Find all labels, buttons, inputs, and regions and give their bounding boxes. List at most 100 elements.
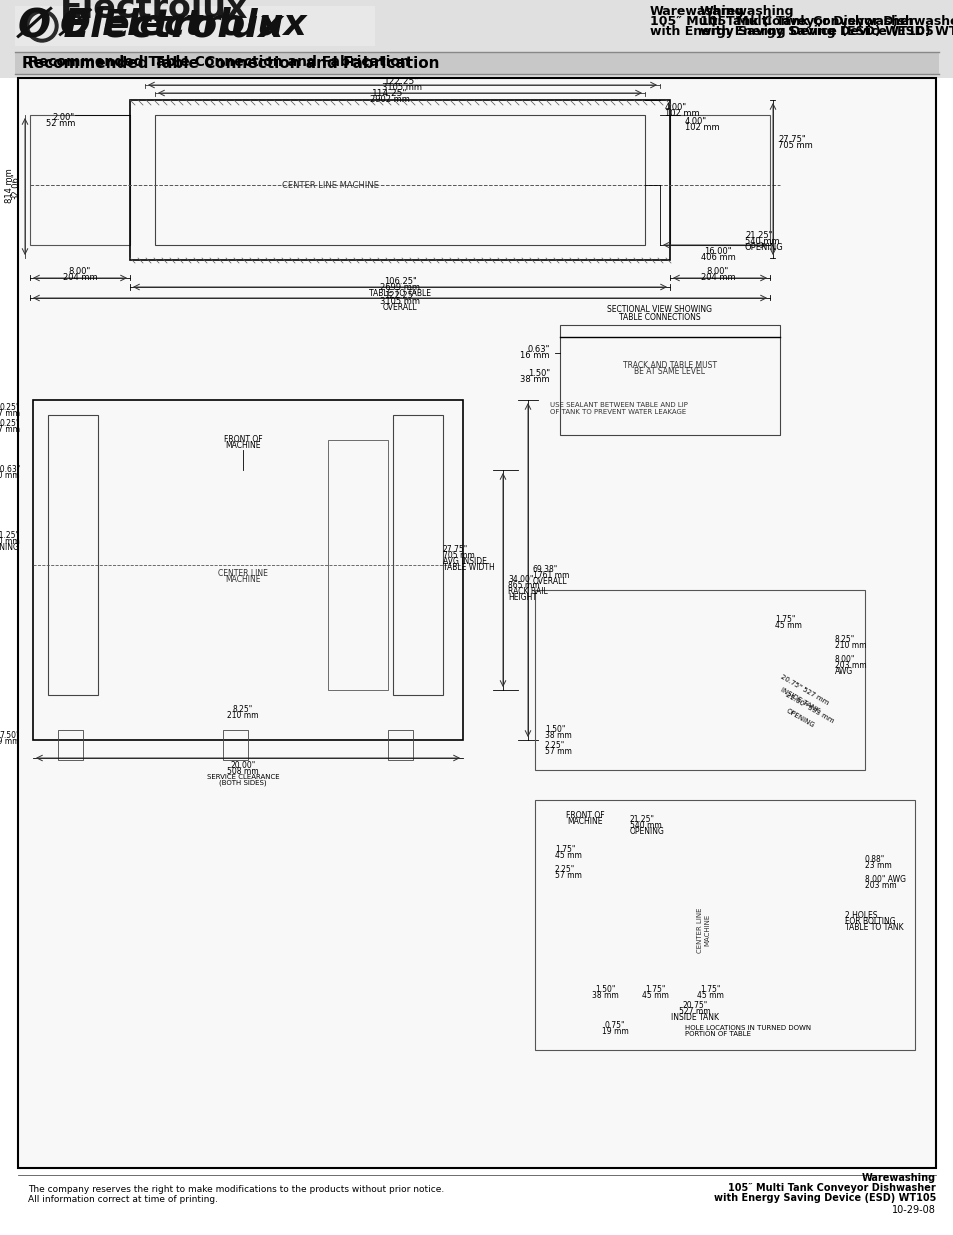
Circle shape bbox=[28, 12, 48, 32]
Text: 7.50": 7.50" bbox=[0, 730, 20, 740]
Text: 105″ Multi Tank Conveyor Dishwasher: 105″ Multi Tank Conveyor Dishwasher bbox=[727, 1183, 935, 1193]
Text: TRACK AND TABLE MUST: TRACK AND TABLE MUST bbox=[622, 361, 717, 369]
Bar bbox=[18, 52, 935, 72]
Polygon shape bbox=[564, 610, 754, 630]
Text: 0.25": 0.25" bbox=[0, 420, 20, 429]
Bar bbox=[388, 730, 413, 760]
Bar bbox=[559, 325, 780, 337]
Text: HEIGHT: HEIGHT bbox=[507, 594, 537, 603]
Bar bbox=[18, 78, 935, 1168]
Text: USE SEALANT BETWEEN TABLE AND LIP: USE SEALANT BETWEEN TABLE AND LIP bbox=[550, 403, 687, 408]
Bar bbox=[535, 590, 864, 769]
Text: FRONT OF: FRONT OF bbox=[565, 810, 603, 820]
Text: OPENING: OPENING bbox=[744, 243, 783, 252]
Text: 1.75": 1.75" bbox=[644, 986, 664, 994]
Text: Warewashing: Warewashing bbox=[649, 5, 743, 19]
Text: SERVICE CLEARANCE: SERVICE CLEARANCE bbox=[207, 774, 279, 781]
Circle shape bbox=[30, 14, 54, 38]
Text: 865 mm: 865 mm bbox=[507, 582, 539, 590]
Text: 52 mm: 52 mm bbox=[46, 119, 75, 127]
Text: 8.00" AWG: 8.00" AWG bbox=[864, 876, 905, 884]
Text: FOR BOLTING: FOR BOLTING bbox=[844, 916, 895, 925]
Text: Electrolux: Electrolux bbox=[60, 0, 248, 25]
Text: 2.25": 2.25" bbox=[544, 741, 565, 750]
Text: TABLE TO TANK: TABLE TO TANK bbox=[844, 923, 902, 931]
Text: 204 mm: 204 mm bbox=[63, 273, 97, 283]
Text: 10-29-08: 10-29-08 bbox=[891, 1205, 935, 1215]
Text: 27.75": 27.75" bbox=[778, 136, 804, 144]
Text: 540 mm: 540 mm bbox=[744, 236, 779, 246]
Bar bbox=[328, 440, 388, 690]
Text: 20.75" 527 mm: 20.75" 527 mm bbox=[780, 674, 829, 706]
Bar bbox=[689, 354, 720, 380]
Text: OVERALL: OVERALL bbox=[533, 578, 567, 587]
Text: 122.25": 122.25" bbox=[384, 78, 419, 86]
Bar bbox=[393, 415, 442, 695]
Bar bbox=[15, 6, 375, 46]
Text: 705 mm: 705 mm bbox=[442, 552, 475, 561]
Bar bbox=[154, 115, 644, 245]
Text: with Energy Saving Device (ESD) WT105: with Energy Saving Device (ESD) WT105 bbox=[700, 26, 953, 38]
Bar bbox=[0, 0, 953, 44]
Text: 2.00": 2.00" bbox=[52, 112, 75, 121]
Text: 210 mm: 210 mm bbox=[227, 711, 258, 720]
Text: SECTIONAL VIEW SHOWING: SECTIONAL VIEW SHOWING bbox=[607, 305, 712, 315]
Text: 2 HOLES: 2 HOLES bbox=[844, 910, 877, 920]
Bar bbox=[33, 400, 462, 740]
Text: 1761 mm: 1761 mm bbox=[533, 572, 569, 580]
Bar bbox=[154, 115, 644, 245]
Text: RACK RAIL: RACK RAIL bbox=[507, 588, 547, 597]
Text: TABLE WIDTH: TABLE WIDTH bbox=[442, 563, 495, 573]
Text: 2.25": 2.25" bbox=[555, 866, 575, 874]
Text: TABLE TO TABLE: TABLE TO TABLE bbox=[369, 289, 431, 298]
Text: Ø Electrolux: Ø Electrolux bbox=[18, 7, 284, 46]
Bar bbox=[328, 440, 388, 690]
Text: 204 mm: 204 mm bbox=[700, 273, 735, 283]
Bar bbox=[58, 730, 83, 760]
Text: 0.75": 0.75" bbox=[604, 1020, 624, 1030]
Bar bbox=[559, 325, 780, 435]
Circle shape bbox=[25, 9, 51, 35]
Bar bbox=[18, 5, 348, 40]
Text: 21.25": 21.25" bbox=[0, 531, 20, 540]
Text: CENTER LINE: CENTER LINE bbox=[697, 908, 702, 952]
Text: AWG: AWG bbox=[834, 667, 852, 677]
Polygon shape bbox=[564, 610, 734, 690]
Bar bbox=[223, 730, 248, 760]
Text: 8.00": 8.00" bbox=[834, 656, 855, 664]
Bar bbox=[130, 100, 669, 261]
Text: 203 mm: 203 mm bbox=[864, 882, 896, 890]
Text: 38 mm: 38 mm bbox=[519, 374, 550, 384]
Text: Recommended Table Connection and Fabrication: Recommended Table Connection and Fabrica… bbox=[28, 56, 410, 69]
Bar bbox=[535, 590, 864, 769]
Bar bbox=[223, 730, 248, 760]
Text: 45 mm: 45 mm bbox=[774, 621, 801, 631]
Text: 21.25": 21.25" bbox=[744, 231, 772, 240]
Text: 1.50": 1.50" bbox=[527, 368, 550, 378]
Bar bbox=[535, 800, 914, 1050]
Circle shape bbox=[26, 10, 58, 42]
Bar bbox=[130, 100, 669, 261]
Text: 102 mm: 102 mm bbox=[664, 110, 699, 119]
Bar bbox=[559, 325, 780, 435]
Text: 189 mm: 189 mm bbox=[0, 736, 20, 746]
Text: 8.25": 8.25" bbox=[834, 636, 854, 645]
Text: Ø Electrolux: Ø Electrolux bbox=[60, 7, 307, 42]
Bar bbox=[33, 715, 462, 740]
Text: 8.25": 8.25" bbox=[233, 705, 253, 715]
Text: TABLE CONNECTIONS: TABLE CONNECTIONS bbox=[618, 312, 700, 321]
Text: AVG INSIDE: AVG INSIDE bbox=[442, 557, 486, 567]
Text: FRONT OF: FRONT OF bbox=[223, 436, 262, 445]
Text: 1.50": 1.50" bbox=[594, 986, 615, 994]
Text: 210 mm: 210 mm bbox=[834, 641, 865, 651]
Bar bbox=[33, 400, 462, 425]
Text: (BOTH SIDES): (BOTH SIDES) bbox=[219, 779, 267, 787]
Text: 203 mm: 203 mm bbox=[834, 662, 865, 671]
Bar bbox=[15, 52, 938, 74]
Bar bbox=[669, 115, 769, 245]
Text: MACHINE: MACHINE bbox=[567, 816, 602, 825]
Bar bbox=[382, 755, 417, 760]
Text: CENTER LINE: CENTER LINE bbox=[218, 568, 268, 578]
Text: 10.63": 10.63" bbox=[0, 466, 20, 474]
Bar bbox=[0, 0, 953, 78]
